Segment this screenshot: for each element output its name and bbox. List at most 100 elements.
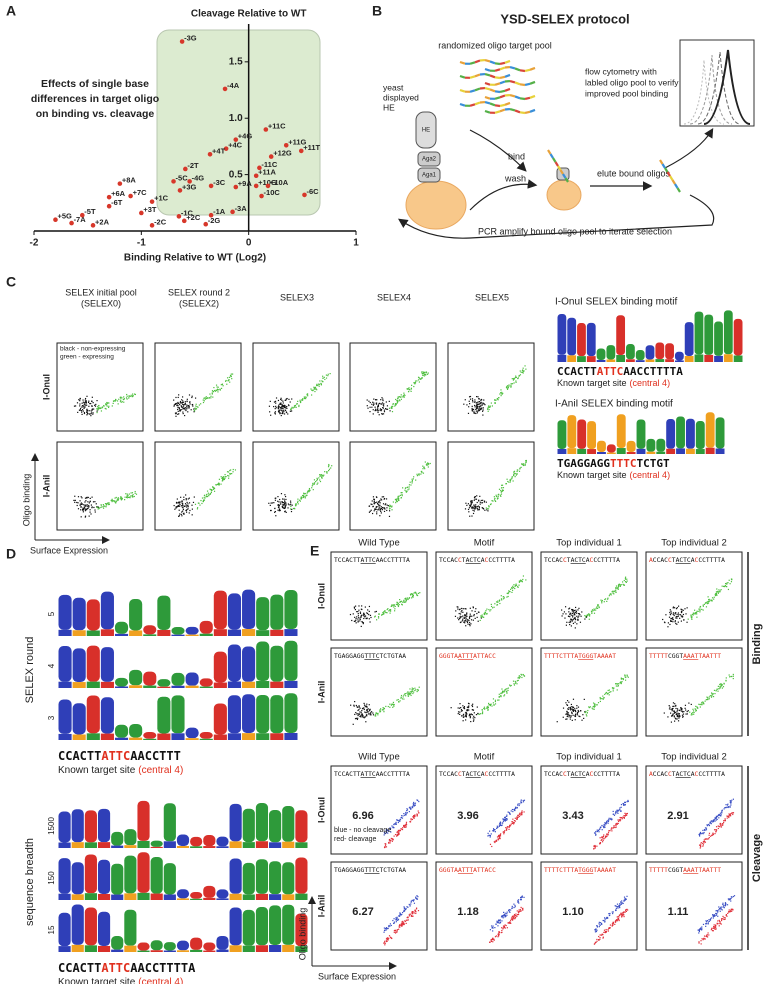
oligo-segment (530, 110, 535, 112)
cell-dot (103, 508, 104, 509)
cell-dot (506, 815, 507, 816)
point-label: +4G (238, 132, 253, 141)
cell-dot (602, 829, 603, 830)
cell-dot (461, 709, 462, 710)
cell-dot (300, 501, 301, 502)
cell-dot (701, 704, 702, 705)
cell-dot (707, 825, 708, 826)
cell-dot (623, 803, 624, 804)
logo-letter-minor (243, 946, 255, 952)
cell-dot (394, 922, 395, 923)
cell-dot (718, 686, 719, 687)
logo-letter (177, 941, 189, 951)
cell-dot (725, 680, 726, 681)
cell-dot (398, 701, 399, 702)
cell-dot (621, 904, 622, 905)
point-label: +1C (154, 194, 169, 203)
cell-dot (611, 819, 612, 820)
cell-dot (694, 610, 695, 611)
cell-dot (607, 834, 608, 835)
cell-dot (618, 810, 619, 811)
cell-dot (386, 498, 387, 499)
cell-dot (511, 810, 512, 811)
cell-dot (382, 402, 383, 403)
cell-dot (363, 623, 364, 624)
cell-dot (703, 606, 704, 607)
cell-dot (382, 399, 383, 400)
cell-dot (575, 607, 576, 608)
cell-dot (364, 704, 365, 705)
cell-dot (390, 506, 391, 507)
cell-dot (500, 919, 501, 920)
cell-dot (670, 709, 671, 710)
cell-dot (493, 704, 494, 705)
logo-letter (558, 314, 567, 355)
cell-dot (514, 471, 515, 472)
cell-dot (216, 390, 217, 391)
cell-dot (498, 922, 499, 923)
oligo-segment (470, 90, 475, 92)
logo-letter (111, 936, 123, 950)
cell-dot (479, 407, 480, 408)
known-site: Known target site(central 4) (58, 765, 183, 776)
flow-plot-frame (253, 442, 339, 530)
cell-dot (593, 848, 594, 849)
cell-dot (492, 930, 493, 931)
cell-dot (685, 713, 686, 714)
cell-dot (367, 408, 368, 409)
cell-dot (624, 817, 625, 818)
logo-letter-minor (111, 950, 123, 952)
cell-dot (503, 912, 504, 913)
cell-dot (565, 613, 566, 614)
cell-dot (383, 405, 384, 406)
sequence-part: GGGTA (439, 867, 458, 874)
cell-dot (594, 943, 595, 944)
cell-dot (580, 710, 581, 711)
cell-dot (292, 505, 293, 506)
cell-dot (209, 397, 210, 398)
cell-dot (310, 388, 311, 389)
cell-dot (569, 616, 570, 617)
cell-dot (232, 373, 233, 374)
cell-dot (727, 904, 728, 905)
logo-letter (124, 856, 136, 894)
cell-dot (717, 912, 718, 913)
cell-dot (581, 720, 582, 721)
cell-dot (185, 407, 186, 408)
cell-dot (400, 914, 401, 915)
cell-dot (275, 408, 276, 409)
cell-dot (410, 808, 411, 809)
cell-dot (368, 401, 369, 402)
logo-letter-minor (270, 733, 283, 740)
cell-dot (366, 710, 367, 711)
cell-dot (133, 494, 134, 495)
oligo-segment (520, 112, 525, 113)
logo-letter (157, 697, 170, 734)
logo-letter-minor (686, 449, 695, 454)
cell-dot (497, 839, 498, 840)
cell-dot (523, 368, 524, 369)
cell-dot (486, 706, 487, 707)
cell-dot (610, 818, 611, 819)
cell-dot (185, 510, 186, 511)
cell-dot (358, 615, 359, 616)
cell-dot (82, 409, 83, 410)
cell-dot (195, 405, 196, 406)
cell-dot (405, 909, 406, 910)
cell-dot (497, 925, 498, 926)
cell-dot (597, 831, 598, 832)
cell-dot (503, 596, 504, 597)
cell-dot (400, 819, 401, 820)
cell-dot (615, 587, 616, 588)
cell-dot (599, 922, 600, 923)
point-label: +7C (133, 188, 148, 197)
cell-dot (673, 706, 674, 707)
cell-dot (413, 691, 414, 692)
cell-dot (711, 697, 712, 698)
cell-dot (713, 926, 714, 927)
cell-dot (360, 613, 361, 614)
cell-dot (589, 619, 590, 620)
cell-dot (125, 493, 126, 494)
logo-letter-minor (124, 845, 136, 848)
cell-dot (285, 407, 286, 408)
